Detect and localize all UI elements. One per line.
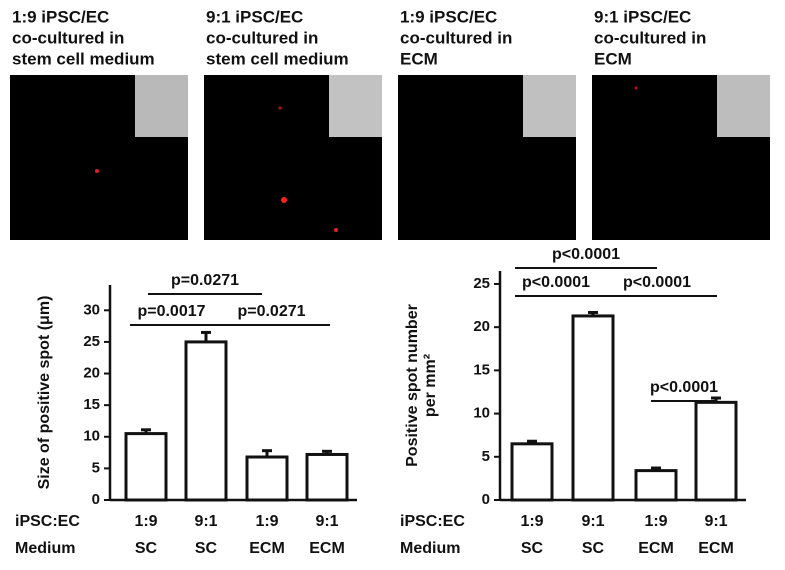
bar: [305, 452, 349, 502]
y-axis-label: Positive spot number: [404, 304, 421, 467]
x-group-label: ECM: [698, 540, 734, 557]
bar: [571, 314, 615, 502]
bar: [510, 442, 554, 502]
row-label: Medium: [400, 540, 460, 557]
significance-label: p=0.0271: [171, 272, 239, 289]
panel-title: co-cultured in: [12, 28, 124, 47]
y-tick-label: 0: [92, 491, 100, 508]
spot: [281, 197, 287, 203]
x-group-label: SC: [582, 540, 605, 557]
x-group-label: SC: [195, 540, 218, 557]
x-group-label: SC: [135, 540, 158, 557]
panel-title: 9:1 iPSC/EC: [594, 7, 691, 26]
spot: [334, 228, 338, 232]
x-group-label: ECM: [249, 540, 285, 557]
significance-label: p<0.0001: [623, 274, 691, 291]
y-tick-label: 25: [83, 333, 100, 350]
x-tick-label: 9:1: [315, 513, 338, 530]
y-tick-label: 15: [473, 361, 490, 378]
panel-title: 1:9 iPSC/EC: [12, 7, 109, 26]
panel-title: stem cell medium: [12, 49, 155, 68]
x-tick-label: 9:1: [704, 513, 727, 530]
x-group-label: SC: [521, 540, 544, 557]
bar: [245, 455, 289, 502]
x-tick-label: 9:1: [581, 513, 604, 530]
y-tick-label: 20: [473, 318, 490, 335]
panel-title: co-cultured in: [206, 28, 318, 47]
significance-label: p<0.0001: [650, 379, 718, 396]
inset: [135, 75, 188, 137]
y-tick-label: 30: [83, 301, 100, 318]
significance-label: p=0.0271: [237, 303, 305, 320]
x-group-label: ECM: [638, 540, 674, 557]
y-tick-label: 10: [473, 405, 490, 422]
row-label: iPSC:EC: [15, 513, 80, 530]
x-group-label: ECM: [309, 540, 345, 557]
y-tick-label: 15: [83, 396, 100, 413]
x-tick-label: 1:9: [255, 513, 278, 530]
bar: [694, 400, 738, 502]
micrographs: [10, 75, 770, 240]
bar: [634, 469, 678, 502]
bar: [184, 340, 228, 502]
spot: [278, 106, 282, 110]
y-tick-label: 10: [83, 428, 100, 445]
x-tick-label: 1:9: [134, 513, 157, 530]
panel-title: ECM: [594, 49, 632, 68]
inset: [329, 75, 382, 137]
spot: [634, 86, 638, 90]
y-tick-label: 0: [482, 491, 490, 508]
panel-title: 9:1 iPSC/EC: [206, 7, 303, 26]
panel-title: co-cultured in: [594, 28, 706, 47]
spot: [95, 169, 99, 173]
x-tick-label: 1:9: [520, 513, 543, 530]
y-tick-label: 25: [473, 275, 490, 292]
y-tick-label: 20: [83, 364, 100, 381]
inset: [523, 75, 576, 137]
significance-label: p<0.0001: [522, 274, 590, 291]
panel-title: stem cell medium: [206, 49, 349, 68]
bar: [124, 432, 168, 502]
panel-title: 1:9 iPSC/EC: [400, 7, 497, 26]
y-tick-label: 5: [92, 459, 100, 476]
x-tick-label: 1:9: [644, 513, 667, 530]
x-tick-label: 9:1: [194, 513, 217, 530]
panel-title: ECM: [400, 49, 438, 68]
row-label: Medium: [15, 540, 75, 557]
significance-label: p<0.0001: [552, 246, 620, 263]
inset: [717, 75, 770, 137]
y-tick-label: 5: [482, 448, 490, 465]
panel-title: co-cultured in: [400, 28, 512, 47]
significance-label: p=0.0017: [137, 303, 205, 320]
y-axis-label: Size of positive spot (μm): [36, 296, 53, 490]
y-axis-label: per mm²: [422, 354, 439, 417]
row-label: iPSC:EC: [400, 513, 465, 530]
